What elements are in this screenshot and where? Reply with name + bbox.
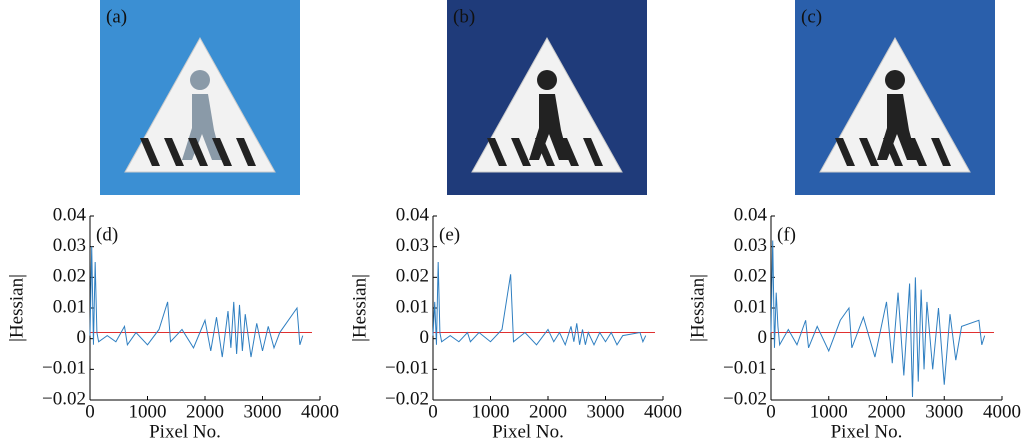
signal-line [432, 261, 647, 347]
x-tick-label: 3000 [587, 401, 625, 422]
y-tick-label: 0.02 [734, 266, 767, 287]
image-label: (b) [453, 6, 475, 27]
y-tick-label: 0.04 [734, 204, 768, 225]
x-tick-label: 0 [766, 401, 776, 422]
y-tick-label: 0.04 [396, 204, 430, 225]
crosswalk-stripe [535, 138, 555, 166]
sign-photo: (c) [795, 0, 995, 195]
sign-photo: (b) [447, 0, 647, 195]
signal-line [770, 240, 986, 397]
crosswalk-stripe [835, 138, 855, 166]
panel-label: (f) [777, 224, 796, 245]
y-tick-label: −0.01 [42, 358, 86, 379]
crosswalk-stripe [559, 138, 579, 166]
y-tick-label: 0 [420, 327, 430, 348]
y-tick-label: −0.02 [42, 388, 86, 409]
crosswalk-stripe [487, 138, 507, 166]
y-axis-label: |Hessian| [6, 274, 27, 342]
y-tick-label: 0.01 [734, 296, 767, 317]
crosswalk-stripe [883, 138, 903, 166]
y-tick-label: 0.03 [734, 235, 767, 256]
x-tick-label: 4000 [983, 401, 1021, 422]
x-tick-label: 4000 [301, 401, 339, 422]
x-axis-label: Pixel No. [149, 421, 221, 442]
y-tick-label: 0.03 [53, 235, 86, 256]
x-tick-label: 1000 [472, 401, 510, 422]
chart: −0.02 −0.01 0 0.01 0.02 0.03 0.04 0 1000 2000 3000… [6, 204, 339, 442]
figure-head [885, 70, 905, 90]
image-label: (c) [801, 6, 822, 27]
panel-label: (d) [96, 224, 118, 245]
y-tick-label: −0.01 [723, 358, 767, 379]
x-tick-label: 2000 [529, 401, 567, 422]
crosswalk-stripe [212, 138, 232, 166]
crosswalk-stripe [583, 138, 603, 166]
y-tick-label: 0.01 [396, 296, 429, 317]
y-tick-label: −0.02 [723, 388, 767, 409]
y-tick-label: 0.02 [396, 266, 429, 287]
crosswalk-stripe [236, 138, 256, 166]
crosswalk-stripe [511, 138, 531, 166]
crosswalk-stripe [140, 138, 160, 166]
signal-line [89, 246, 304, 358]
figure-head [190, 70, 210, 90]
x-tick-label: 2000 [868, 401, 906, 422]
x-axis-label: Pixel No. [831, 421, 903, 442]
y-tick-label: 0.02 [53, 266, 86, 287]
x-tick-label: 1000 [810, 401, 848, 422]
x-tick-label: 4000 [644, 401, 682, 422]
crosswalk-stripe [907, 138, 927, 166]
sign-photo: (a) [100, 0, 300, 195]
y-tick-label: 0 [758, 327, 768, 348]
figure-head [537, 70, 557, 90]
chart: −0.02 −0.01 0 0.01 0.02 0.03 0.04 0 1000 2000 3000… [687, 204, 1021, 442]
x-tick-label: 3000 [925, 401, 963, 422]
y-tick-label: 0 [77, 327, 87, 348]
y-tick-label: −0.02 [385, 388, 429, 409]
image-label: (a) [106, 6, 127, 27]
y-tick-label: 0.04 [53, 204, 87, 225]
x-tick-label: 2000 [186, 401, 224, 422]
y-tick-label: 0.01 [53, 296, 86, 317]
x-tick-label: 1000 [129, 401, 167, 422]
y-tick-label: 0.03 [396, 235, 429, 256]
crosswalk-stripe [931, 138, 951, 166]
y-axis-label: |Hessian| [349, 274, 370, 342]
x-tick-label: 0 [85, 401, 95, 422]
crosswalk-stripe [164, 138, 184, 166]
crosswalk-stripe [859, 138, 879, 166]
x-tick-label: 3000 [244, 401, 282, 422]
crosswalk-stripe [188, 138, 208, 166]
y-tick-label: −0.01 [385, 358, 429, 379]
x-tick-label: 0 [428, 401, 438, 422]
chart: −0.02 −0.01 0 0.01 0.02 0.03 0.04 0 1000 2000 3000… [349, 204, 682, 442]
panel-label: (e) [439, 224, 460, 245]
x-axis-label: Pixel No. [492, 421, 564, 442]
y-axis-label: |Hessian| [687, 274, 708, 342]
